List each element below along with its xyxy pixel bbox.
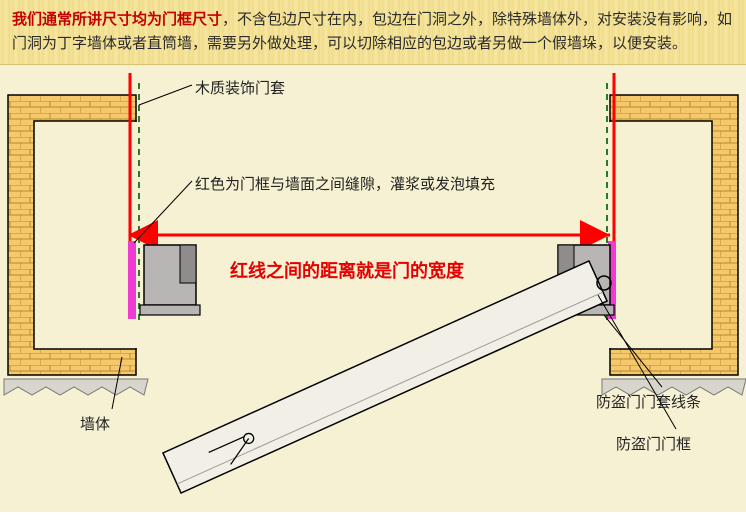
label-wall: 墙体 [80,413,110,434]
label-door-frame: 防盗门门框 [616,433,691,454]
label-red-frame-note: 红色为门框与墙面之间缝隙，灌浆或发泡填充 [195,173,495,194]
header-emphasis: 我们通常所讲尺寸均为门框尺寸 [12,11,222,28]
diagram-area: 木质装饰门套 红色为门框与墙面之间缝隙，灌浆或发泡填充 红线之间的距离就是门的宽… [0,65,746,512]
label-door-trim-line: 防盗门门套线条 [596,391,701,412]
label-wood-trim: 木质装饰门套 [195,77,285,98]
label-width-note: 红线之间的距离就是门的宽度 [230,257,464,283]
header-note: 我们通常所讲尺寸均为门框尺寸，不含包边尺寸在内，包边在门洞之外，除特殊墙体外，对… [0,0,746,65]
